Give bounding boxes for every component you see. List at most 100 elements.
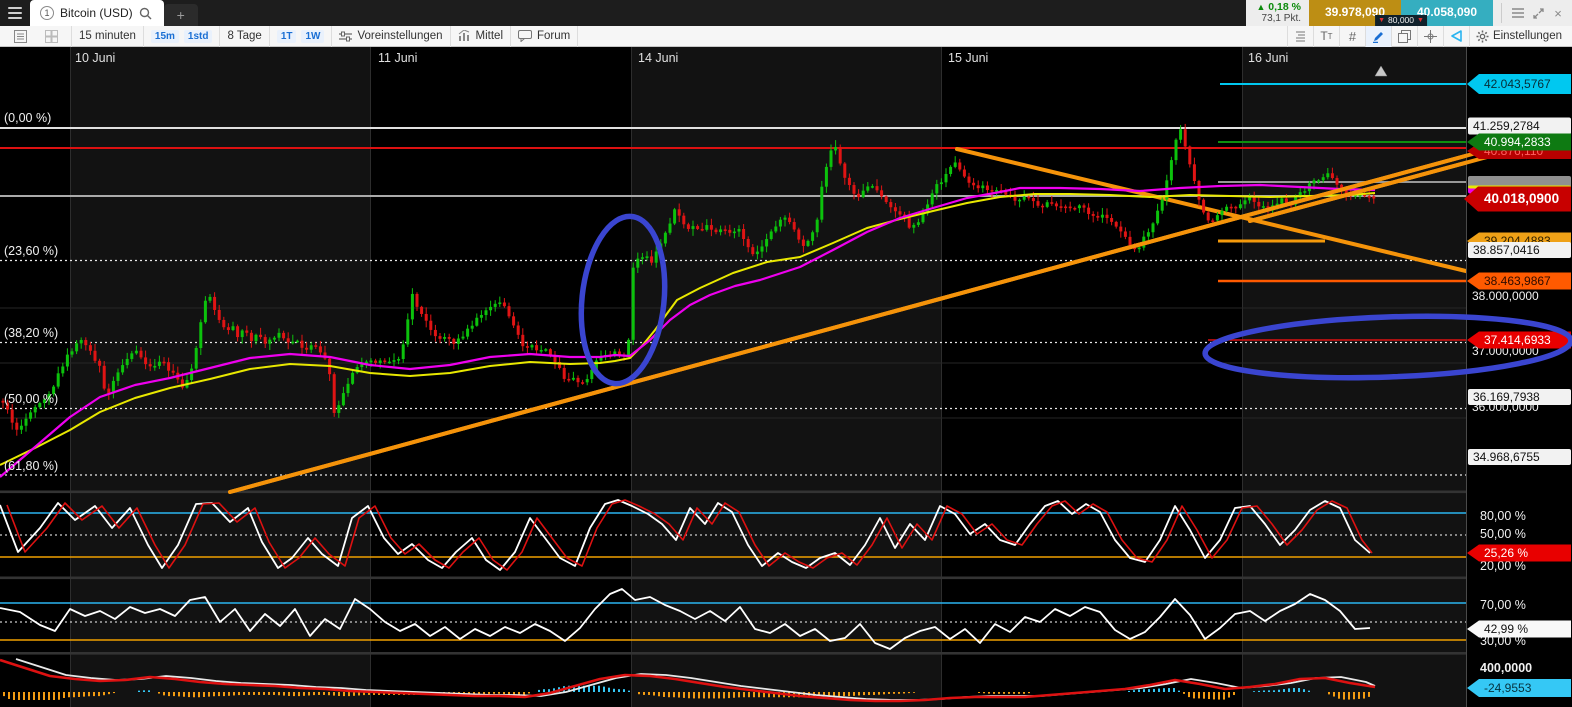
range-1w-button[interactable]: 1W xyxy=(301,29,325,43)
trend-line[interactable] xyxy=(955,147,1472,274)
price-tag[interactable]: 40.018,0900 xyxy=(1464,186,1571,212)
indicator-value-tag[interactable]: 42,99 % xyxy=(1467,620,1571,638)
draw-tool-button[interactable] xyxy=(1364,25,1391,47)
instrument-badge: 1 xyxy=(40,6,54,20)
instrument-tab[interactable]: 1 Bitcoin (USD) xyxy=(30,0,164,26)
presets-button[interactable]: Voreinstellungen xyxy=(332,25,451,47)
fib-label: (0,00 %) xyxy=(4,111,51,125)
chart-area[interactable]: 10 Juni 11 Juni 14 Juni 15 Juni 16 Juni (0,00… xyxy=(0,47,1572,707)
drawing-anchor-marker xyxy=(1374,65,1388,77)
panel-axis-label: 20,00 % xyxy=(1480,559,1526,573)
crosshair-icon[interactable] xyxy=(1416,25,1443,47)
svg-text:38.857,0416: 38.857,0416 xyxy=(1473,243,1540,257)
layers-icon[interactable] xyxy=(1390,25,1417,47)
fib-label: (50,00 %) xyxy=(4,392,58,406)
change-percent: 0,18 % xyxy=(1268,0,1301,13)
timeframe-15m-button[interactable]: 15m xyxy=(150,29,179,43)
date-label: 16 Juni xyxy=(1248,51,1288,65)
date-label: 10 Juni xyxy=(75,51,115,65)
svg-text:38.463,9867: 38.463,9867 xyxy=(1484,274,1551,288)
chart-toolbar: 15 minuten 15m 1std 8 Tage 1T 1W Voreins… xyxy=(0,25,1572,47)
svg-text:40.018,0900: 40.018,0900 xyxy=(1484,191,1559,206)
undo-arrow-icon[interactable] xyxy=(1442,25,1469,47)
svg-text:37.414,6933: 37.414,6933 xyxy=(1484,333,1551,347)
instrument-title: Bitcoin (USD) xyxy=(60,6,133,20)
up-triangle-icon: ▲ xyxy=(1256,1,1266,12)
svg-text:-24,9553: -24,9553 xyxy=(1484,681,1532,695)
trend-line-overlay xyxy=(1248,151,1504,223)
fib-label: (61,80 %) xyxy=(4,459,58,473)
panel-axis-label: 70,00 % xyxy=(1480,598,1526,612)
fib-label: (38,20 %) xyxy=(4,326,58,340)
svg-text:41.259,2784: 41.259,2784 xyxy=(1473,119,1540,133)
change-points: 73,1 Pkt. xyxy=(1261,13,1301,25)
spread-value: 80,000 xyxy=(1388,15,1414,25)
main-menu-icon[interactable] xyxy=(0,0,30,26)
quote-list-icon[interactable] xyxy=(7,26,33,47)
price-tag[interactable]: 38.463,9867 xyxy=(1467,272,1571,290)
indicators-button[interactable]: Mittel xyxy=(451,25,512,47)
candlestick-series xyxy=(1,123,1376,436)
resize-icon[interactable] xyxy=(1530,5,1546,21)
spread-badge: ▼ 80,000 ▼ xyxy=(1375,15,1427,26)
object-list-icon[interactable] xyxy=(1286,25,1313,47)
price-tag[interactable]: 40.994,2833 xyxy=(1467,133,1571,151)
date-label: 15 Juni xyxy=(948,51,988,65)
main-chart-canvas[interactable]: 10 Juni 11 Juni 14 Juni 15 Juni 16 Juni (0,00… xyxy=(0,47,1572,707)
price-tag[interactable]: 36.169,7938 xyxy=(1468,389,1571,405)
close-icon[interactable]: × xyxy=(1554,5,1562,21)
range-label[interactable]: 8 Tage xyxy=(227,30,262,42)
price-tag[interactable]: 37.414,6933 xyxy=(1467,331,1571,349)
widget-menu-icon[interactable] xyxy=(1510,5,1526,21)
price-tag[interactable]: 41.259,2784 xyxy=(1468,117,1571,135)
macd-line xyxy=(15,658,1376,701)
sliders-icon xyxy=(339,31,353,41)
add-tab-button[interactable]: + xyxy=(163,4,198,26)
forum-button[interactable]: Forum xyxy=(511,25,579,47)
date-label: 14 Juni xyxy=(638,51,678,65)
session-band xyxy=(631,47,941,707)
panel-axis-label: 80,00 % xyxy=(1480,509,1526,523)
svg-text:42,99 %: 42,99 % xyxy=(1484,622,1528,636)
svg-text:42.043,5767: 42.043,5767 xyxy=(1484,77,1551,91)
indicator-value-tag[interactable]: 25,26 % xyxy=(1467,544,1571,562)
panel-separator xyxy=(0,652,1572,655)
indicator-icon xyxy=(458,30,469,41)
price-tag[interactable] xyxy=(1468,176,1571,188)
window-titlebar: 1 Bitcoin (USD) + ▲ 0,18 % 73,1 Pkt. 39.… xyxy=(0,0,1572,26)
panel-separator xyxy=(0,490,1572,494)
rsi-line xyxy=(0,588,1371,650)
price-tag[interactable]: 34.968,6755 xyxy=(1468,449,1571,465)
annotation-ellipse[interactable] xyxy=(573,212,672,388)
range-1t-button[interactable]: 1T xyxy=(276,29,297,43)
indicator-value-tag[interactable]: -24,9553 xyxy=(1467,679,1571,697)
speech-bubble-icon xyxy=(518,30,533,42)
price-tag[interactable]: 42.043,5767 xyxy=(1467,74,1571,94)
price-tag[interactable]: 38.857,0416 xyxy=(1468,242,1571,258)
grid-tool-button[interactable]: # xyxy=(1338,25,1365,47)
stochastic-k-line xyxy=(0,499,1371,571)
bid-price-button[interactable]: 39.978,090 xyxy=(1309,0,1401,26)
svg-text:36.169,7938: 36.169,7938 xyxy=(1473,390,1540,404)
annotation-ellipse[interactable] xyxy=(1202,311,1572,384)
timeframe-label[interactable]: 15 minuten xyxy=(79,30,136,42)
stochastic-d-line xyxy=(6,499,1373,571)
macd-signal-line xyxy=(0,658,1376,703)
ma-fast-line xyxy=(0,183,1376,478)
axis-label: 38.000,0000 xyxy=(1472,289,1539,303)
date-label: 11 Juni xyxy=(378,51,417,65)
layout-grid-icon[interactable] xyxy=(38,26,64,47)
panel-axis-label: 50,00 % xyxy=(1480,527,1526,541)
svg-text:25,26 %: 25,26 % xyxy=(1484,546,1528,560)
search-icon[interactable] xyxy=(139,7,152,20)
settings-button[interactable]: Einstellungen xyxy=(1468,25,1572,47)
down-triangle-icon: ▼ xyxy=(1378,17,1385,24)
timeframe-1std-button[interactable]: 1std xyxy=(183,29,213,43)
trend-line-overlay xyxy=(228,144,1504,494)
down-triangle-icon: ▼ xyxy=(1417,17,1424,24)
panel-axis-label: 400,0000 xyxy=(1480,661,1532,675)
bid-ask-block: 39.978,090 40.058,090 ▼ 80,000 ▼ xyxy=(1309,0,1493,26)
panel-separator xyxy=(0,576,1572,580)
change-block: ▲ 0,18 % 73,1 Pkt. xyxy=(1256,0,1301,25)
